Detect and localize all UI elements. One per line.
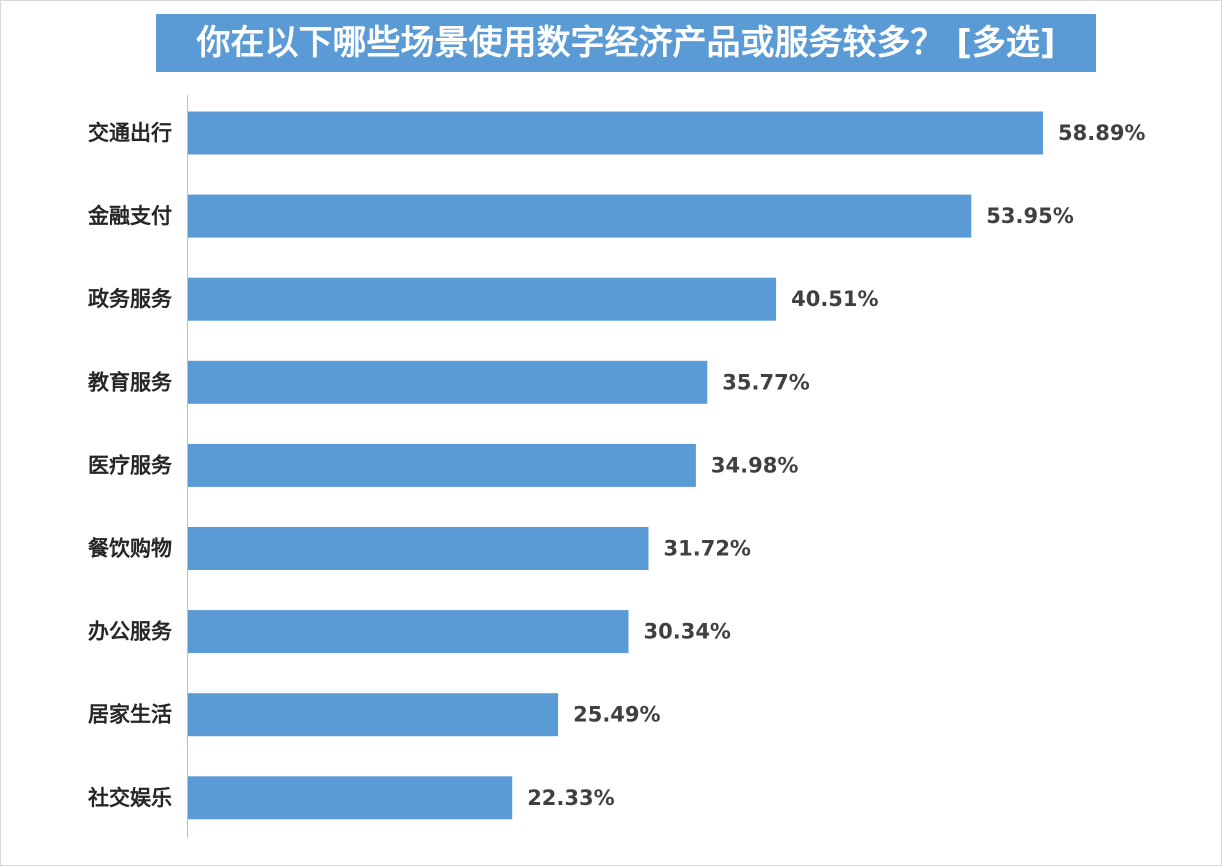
category-label: 居家生活 — [88, 703, 172, 727]
bar-7 — [188, 610, 629, 654]
bar-1 — [188, 111, 1043, 155]
value-label: 35.77% — [722, 370, 809, 394]
bar-9 — [188, 776, 513, 820]
bar-4 — [188, 360, 708, 404]
category-label: 餐饮购物 — [88, 537, 172, 561]
category-label: 医疗服务 — [88, 453, 173, 477]
value-label: 22.33% — [527, 786, 614, 810]
value-label: 34.98% — [711, 453, 798, 477]
value-label: 58.89% — [1058, 121, 1145, 145]
bars-group — [188, 111, 1043, 820]
bar-5 — [188, 443, 696, 487]
value-label: 30.34% — [644, 620, 731, 644]
category-label: 办公服务 — [88, 620, 173, 644]
value-label: 25.49% — [573, 703, 660, 727]
category-label: 政务服务 — [88, 287, 173, 311]
bar-3 — [188, 277, 777, 321]
bar-2 — [188, 194, 972, 238]
value-label: 53.95% — [986, 204, 1073, 228]
category-label: 教育服务 — [88, 370, 173, 394]
chart-title: 你在以下哪些场景使用数字经济产品或服务较多？ [多选] — [156, 14, 1096, 72]
value-label: 31.72% — [664, 537, 751, 561]
bar-8 — [188, 693, 559, 737]
bar-6 — [188, 527, 649, 570]
category-label: 金融支付 — [87, 204, 172, 228]
value-label: 40.51% — [791, 287, 878, 311]
category-label: 社交娱乐 — [87, 786, 172, 810]
value-labels-group: 58.89% 53.95% 40.51% 35.77% 34.98% 31.72% 30.3… — [527, 121, 1145, 810]
category-label: 交通出行 — [88, 121, 172, 145]
